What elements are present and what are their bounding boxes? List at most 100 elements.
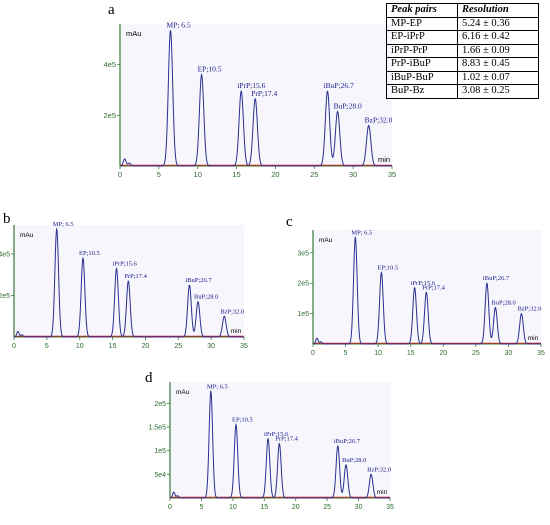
x-tick-label: 35 [240,343,248,350]
chromatogram-panel-c: c 0 5 10 15 20 25 30 35 min 1e5 2e5 3e5 mAu MP; 6.5 EP… [286,214,545,357]
x-unit-label: min [231,328,242,335]
y-unit-label: mAu [20,232,34,239]
panel-label: d [145,370,153,386]
x-tick-label: 10 [76,343,84,350]
table-cell: 6.16 ± 0.42 [457,30,539,45]
x-tick-label: 0 [118,170,122,179]
y-unit-label: mAu [319,237,333,244]
plot-area [313,230,541,344]
y-tick-label: 5e4 [154,472,166,479]
x-tick-label: 25 [472,350,480,357]
table-cell: 1.66 ± 0.09 [457,43,539,58]
y-tick-label: 1e5 [297,311,309,318]
y-tick-label: 1e5 [154,448,166,455]
x-tick-label: 15 [232,170,240,179]
chromatogram-b: 0 5 10 15 20 25 30 35 min 2e5 4e5 mAu MP; 6.5 EP;10.5… [0,221,248,350]
table-row: MP-EP 5.24 ± 0.36 [386,16,539,31]
x-tick-label: 30 [349,170,357,179]
peak-label: iPrP;15.6 [237,81,265,90]
x-tick-label: 5 [157,170,161,179]
chromatogram-trace [119,30,392,167]
x-tick-label: 0 [168,504,172,511]
chromatogram-trace [13,227,244,338]
table-row: iBuP-BuP 1.02 ± 0.07 [386,70,539,85]
peak-label: iBuP;26.7 [323,81,353,90]
x-tick-label: 30 [505,350,513,357]
peak-label: BuP;28.0 [491,300,515,307]
x-tick-label: 0 [311,350,315,357]
x-tick-label: 25 [310,170,318,179]
x-tick-label: 20 [292,504,300,511]
y-tick-label: 2e5 [103,111,116,120]
y-tick-label: 3e5 [297,250,309,257]
peak-label: MP; 6.5 [53,221,74,228]
y-tick-label: 2e5 [154,401,166,408]
x-tick-label: 35 [388,170,396,179]
x-tick-label: 5 [199,504,203,511]
peak-label: EP;10.5 [232,417,253,424]
x-tick-label: 35 [537,350,545,357]
table-header-resolution: Resolution [457,3,539,18]
peak-label: MP; 6.5 [207,383,228,390]
peak-label: iPrP;15.6 [411,280,436,287]
x-tick-label: 20 [439,350,447,357]
peak-label: EP;10.5 [198,65,222,74]
x-unit-label: min [528,335,539,342]
peak-label: BzP;32.0 [365,115,393,124]
peak-label: PrP;17.4 [275,436,298,443]
peak-label: BzP;32.0 [517,306,541,313]
table-row: iPrP-PrP 1.66 ± 0.09 [386,43,539,58]
x-tick-label: 5 [45,343,49,350]
x-tick-label: 10 [374,350,382,357]
plot-area [120,24,392,166]
table-row: BuP-Bz 3.08 ± 0.25 [386,84,539,99]
peak-label: EP;10.5 [79,250,100,257]
table-cell: iPrP-PrP [386,43,458,58]
x-tick-label: 0 [12,343,16,350]
peak-label: PrP;17.4 [124,273,147,280]
table-header-peak-pairs: Peak pairs [386,3,458,18]
chromatogram-panel-b: b 0 5 10 15 20 25 30 35 min 2e5 4e5 mAu MP; 6.5 EP;10… [0,211,248,351]
peak-label: PrP;17.4 [422,284,445,291]
plot-area [170,382,390,498]
x-tick-label: 15 [407,350,415,357]
table-cell: EP-iPrP [386,30,458,45]
x-tick-label: 25 [174,343,182,350]
x-tick-label: 15 [109,343,117,350]
x-tick-label: 20 [142,343,150,350]
y-tick-label: 4e5 [0,252,10,259]
y-unit-label: mAu [176,389,190,396]
chromatogram-a: 0 5 10 15 20 25 30 35 min 2e5 4e5 mAu MP; 6.5 EP;10.5… [103,20,396,179]
x-tick-label: 15 [260,504,268,511]
panel-label: a [108,2,115,18]
peak-label: BzP;32.0 [367,466,391,473]
peak-label: EP;10.5 [377,265,398,272]
x-unit-label: min [378,155,390,164]
x-tick-label: 25 [323,504,331,511]
table-header-row: Peak pairs Resolution [386,3,539,18]
peak-label: iPrP;15.6 [264,431,289,438]
peak-label: BuP;28.0 [342,457,366,464]
x-unit-label: min [377,489,388,496]
chromatogram-panel-d: d 0 5 10 15 20 25 30 35 min 5e4 1e5 1.5e5 2e5 mAu MP; … [145,370,394,514]
x-tick-label: 10 [194,170,202,179]
peak-label: MP; 6.5 [351,230,372,237]
chromatogram-c: 0 5 10 15 20 25 30 35 min 1e5 2e5 3e5 mAu MP; 6.5 EP;1… [297,230,545,357]
chromatogram-d: 0 5 10 15 20 25 30 35 min 5e4 1e5 1.5e5 2e5 mAu MP; 6.… [148,382,394,511]
plot-area [14,225,244,337]
table-cell: BuP-Bz [386,84,458,99]
x-tick-label: 20 [271,170,279,179]
panel-label: b [3,211,11,227]
peak-label: BzP;32.0 [220,308,244,315]
table-cell: iBuP-BuP [386,70,458,85]
table-cell: 5.24 ± 0.36 [457,16,539,31]
table-cell: 8.83 ± 0.45 [457,57,539,72]
peak-label: iBuP;26.7 [483,275,510,282]
chromatogram-trace [169,389,390,499]
x-tick-label: 35 [386,504,394,511]
table-row: PrP-iBuP 8.83 ± 0.45 [386,57,539,72]
y-tick-label: 1.5e5 [148,424,166,431]
x-tick-label: 30 [355,504,363,511]
x-tick-label: 10 [229,504,237,511]
peak-label: iPrP;15.6 [113,261,138,268]
